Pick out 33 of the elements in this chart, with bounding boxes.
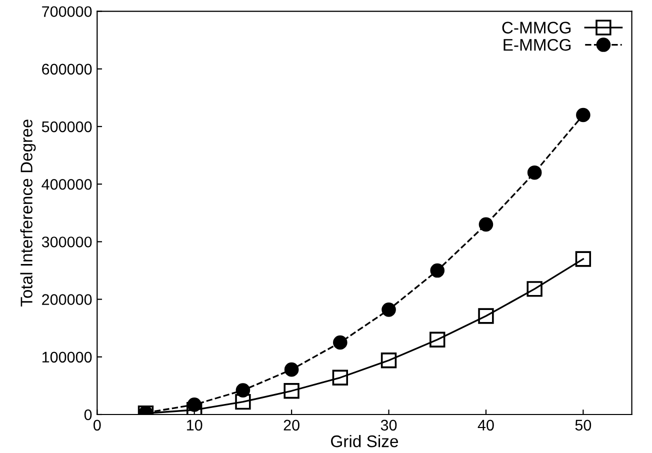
point (333, 335, 348, 350)
point (235, 394, 251, 410)
point (284, 383, 300, 399)
y-tick-label: 700000 (42, 6, 92, 18)
y-tick-label: 500000 (42, 121, 92, 132)
point (478, 308, 494, 324)
point (576, 108, 590, 122)
x-axis-title: Grid Size (331, 434, 398, 448)
y-tick-label: 300000 (42, 236, 92, 248)
point (380, 352, 397, 368)
x-tick-label: 0 (93, 420, 101, 431)
point (430, 332, 446, 348)
y-axis-title: Total Interference Degree (20, 120, 36, 307)
point (575, 251, 592, 267)
x-tick-label: 50 (575, 420, 592, 431)
point (526, 281, 542, 297)
legend-label: C-MMCG (502, 22, 571, 34)
y-tick-label: 200000 (42, 294, 92, 305)
point (527, 165, 542, 180)
x-tick-label: 10 (187, 420, 202, 431)
x-tick-label: 30 (380, 420, 397, 431)
y-tick-label: 600000 (42, 64, 92, 75)
point (478, 217, 494, 232)
x-tick-label: 20 (284, 420, 300, 431)
y-tick-label: 400000 (42, 178, 92, 190)
point (382, 302, 396, 317)
y-tick-label: 100000 (42, 352, 92, 363)
legend-label: E-MMCG (504, 38, 571, 51)
point (284, 362, 299, 377)
point (430, 263, 445, 278)
x-tick-label: 40 (478, 420, 494, 431)
y-tick-label: 0 (84, 409, 92, 420)
point (332, 370, 348, 386)
